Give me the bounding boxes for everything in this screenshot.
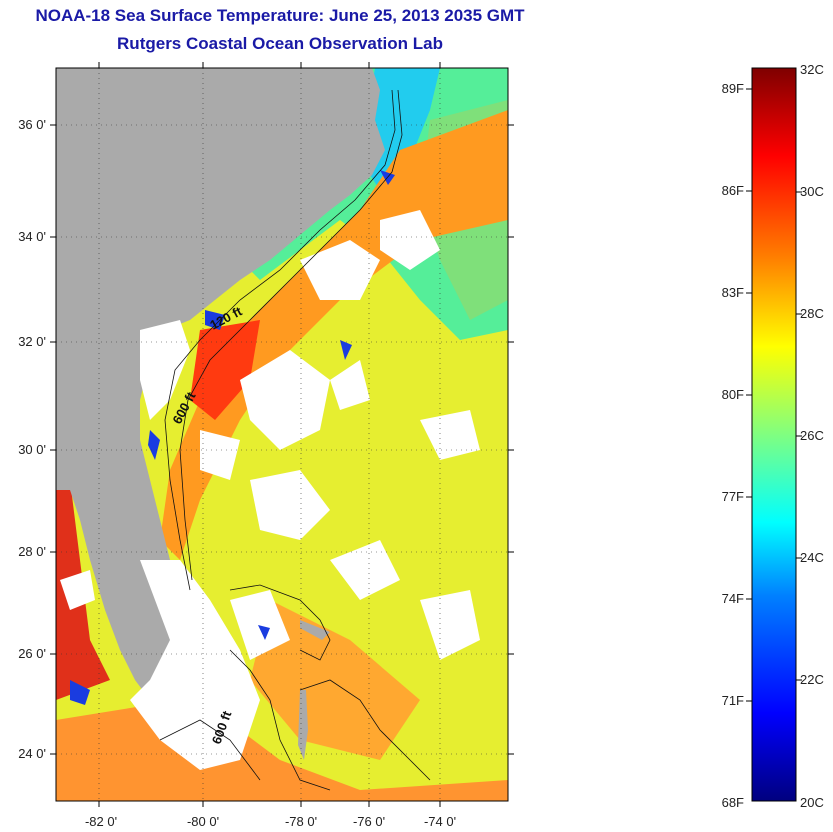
map-subtitle: Rutgers Coastal Ocean Observation Lab (117, 34, 443, 53)
bahamas-warm-water (250, 600, 420, 760)
lat-label-28: 28 0' (18, 544, 46, 559)
lat-label-26: 26 0' (18, 646, 46, 661)
lat-lon-grid (56, 68, 508, 801)
lat-label-24: 24 0' (18, 746, 46, 761)
colorbar-c-26: 26C (800, 428, 824, 443)
colorbar-c-32: 32C (800, 62, 824, 77)
axis-ticks (50, 62, 514, 807)
colorbar-f-80: 80F (721, 387, 744, 402)
colorbar-c-20: 20C (800, 795, 824, 810)
colorbar-f-68: 68F (721, 795, 744, 810)
map-frame (55, 67, 509, 802)
colorbar-f-77: 77F (721, 489, 744, 504)
lon-label-74: -74 0' (423, 814, 457, 829)
land-grand-bahama (300, 620, 330, 640)
colorbar (751, 67, 797, 802)
lon-label-78: -78 0' (284, 814, 318, 829)
lon-label-82: -82 0' (84, 814, 118, 829)
colorbar-f-86: 86F (721, 183, 744, 198)
colorbar-f-74: 74F (721, 591, 744, 606)
land-andros (298, 690, 308, 760)
lat-label-36: 36 0' (18, 117, 46, 132)
warm-core (190, 320, 260, 420)
colorbar-f-83: 83F (721, 285, 744, 300)
colorbar-c-28: 28C (800, 306, 824, 321)
colorbar-c-30: 30C (800, 184, 824, 199)
colorbar-c-24: 24C (800, 550, 824, 565)
bathymetry-contours (159, 89, 431, 791)
colorbar-f-71: 71F (721, 693, 744, 708)
colorbar-f-89: 89F (721, 81, 744, 96)
colorbar-ticks (746, 88, 802, 702)
lon-label-76: -76 0' (352, 814, 386, 829)
lat-label-34: 34 0' (18, 229, 46, 244)
map-area (56, 68, 508, 801)
lat-label-32: 32 0' (18, 334, 46, 349)
cold-patches (70, 170, 395, 705)
colorbar-c-22: 22C (800, 672, 824, 687)
land-mainland (56, 68, 385, 700)
lat-label-30: 30 0' (18, 442, 46, 457)
map-title: NOAA-18 Sea Surface Temperature: June 25… (35, 6, 525, 25)
lon-label-80: -80 0' (186, 814, 220, 829)
cloud-mask (60, 210, 480, 770)
